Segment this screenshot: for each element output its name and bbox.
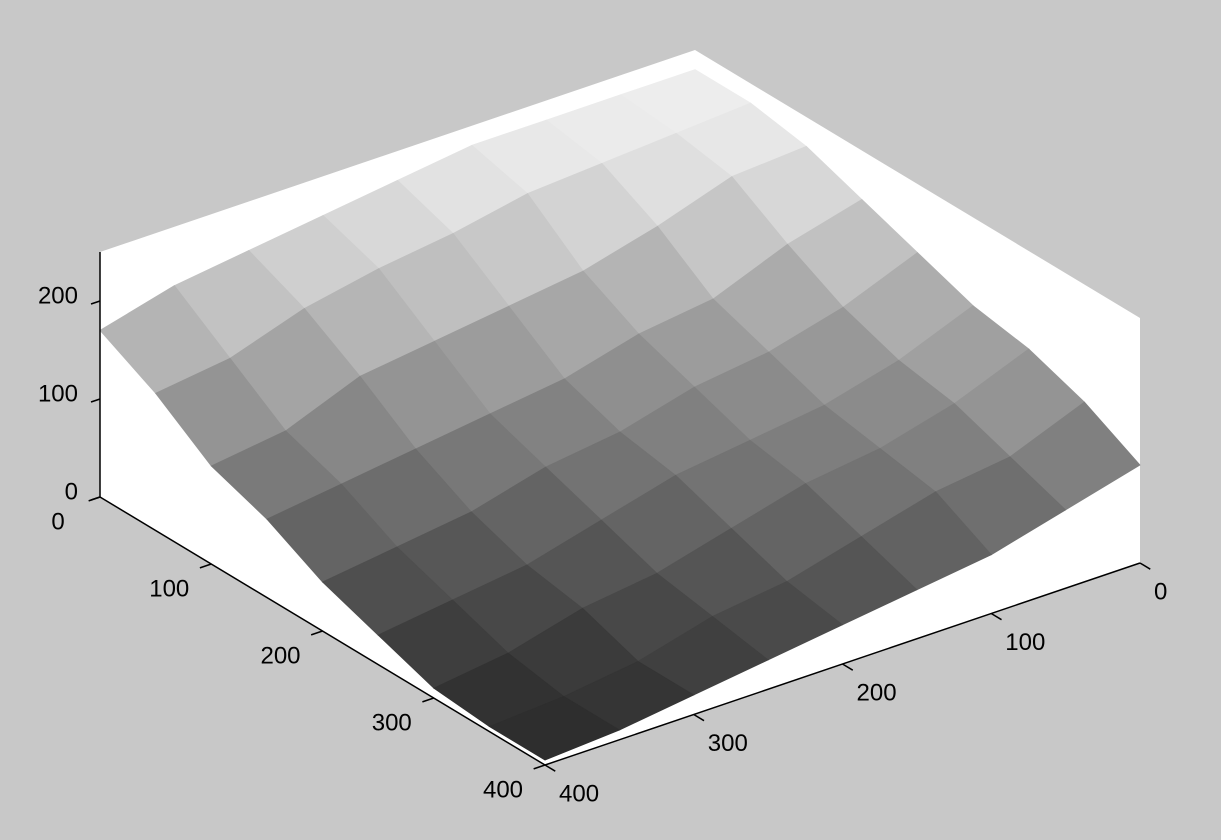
x-tick: [842, 663, 854, 671]
surface-patch: [488, 696, 621, 761]
y-tick-label: 300: [372, 709, 412, 736]
z-tick: [90, 300, 101, 305]
x-tick-label: 200: [857, 679, 897, 706]
x-tick: [1139, 562, 1151, 570]
y-tick-label: 0: [51, 508, 64, 535]
y-tick-label: 400: [483, 776, 523, 803]
y-tick: [422, 697, 434, 703]
x-tick: [990, 612, 1002, 621]
y-tick: [88, 496, 101, 502]
z-tick-label: 200: [38, 282, 78, 309]
x-tick-label: 100: [1005, 629, 1045, 656]
x-tick: [693, 713, 705, 722]
x-tick-label: 400: [559, 780, 599, 807]
surface: [99, 69, 1141, 761]
axes: 0 100 200 0 100 200 300 400 0 100 200 300 400: [38, 252, 1167, 807]
z-tick: [90, 398, 101, 403]
z-tick-label: 100: [38, 380, 78, 407]
x-tick-label: 0: [1154, 578, 1167, 605]
x-tick: [544, 764, 556, 772]
y-tick-label: 200: [260, 642, 300, 669]
z-tick-label: 0: [65, 478, 78, 505]
x-tick-label: 300: [708, 730, 748, 757]
y-tick: [533, 764, 546, 770]
y-tick: [310, 630, 323, 636]
y-tick-label: 100: [149, 575, 189, 602]
y-tick: [199, 563, 212, 569]
